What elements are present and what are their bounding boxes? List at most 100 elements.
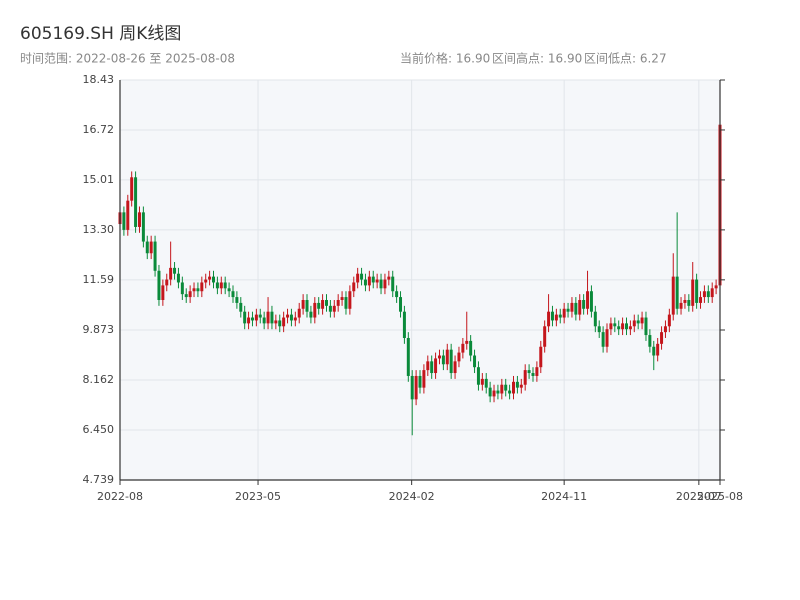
candle-body — [648, 335, 652, 347]
candle-body — [437, 355, 441, 359]
candle-body — [547, 311, 551, 327]
candle-body — [441, 355, 445, 365]
candle-body — [282, 317, 286, 327]
candle-body — [586, 291, 590, 309]
candle-body — [714, 285, 718, 289]
candle-body — [324, 299, 328, 306]
candle-body — [605, 329, 609, 347]
candle-body — [173, 267, 177, 274]
candle-body — [278, 320, 282, 327]
candle-body — [574, 302, 578, 315]
chart-title: 605169.SH 周K线图 — [20, 24, 181, 44]
candle-body — [239, 302, 243, 312]
candle-body — [523, 370, 527, 385]
candle-body — [258, 314, 262, 318]
candle-body — [601, 332, 605, 347]
y-tick-label: 4.739 — [83, 473, 115, 486]
x-tick-label: 2025-08 — [697, 490, 743, 503]
candle-body — [480, 378, 484, 385]
candle-body — [500, 384, 504, 394]
candle-body — [593, 311, 597, 327]
candle-body — [356, 273, 360, 283]
y-tick-label: 18.43 — [83, 73, 115, 86]
candle-body — [508, 390, 512, 394]
candle-body — [332, 305, 336, 312]
candle-body — [180, 282, 184, 295]
candle-body — [250, 317, 254, 321]
candle-body — [215, 282, 219, 289]
candle-body — [691, 279, 695, 306]
candle-body — [395, 291, 399, 298]
y-tick-label: 6.450 — [83, 423, 115, 436]
candle-body — [137, 212, 141, 227]
candle-body — [313, 302, 317, 318]
candle-body — [492, 390, 496, 397]
candle-body — [531, 373, 535, 376]
candle-body — [286, 314, 290, 318]
candle-body — [262, 317, 266, 324]
candle-body — [402, 311, 406, 338]
candle-body — [309, 311, 313, 318]
candle-body — [247, 317, 251, 324]
x-tick-label: 2024-11 — [541, 490, 587, 503]
candle-body — [617, 326, 621, 330]
stat: 区间高点: 16.90 — [492, 51, 582, 66]
candle-body — [496, 390, 500, 394]
candle-body — [289, 314, 293, 321]
candle-body — [336, 299, 340, 306]
candle-body — [621, 323, 625, 330]
candle-body — [624, 323, 628, 330]
candle-body — [660, 332, 664, 344]
candle-body — [430, 361, 434, 374]
candle-body — [473, 355, 477, 368]
y-tick-label: 15.01 — [83, 173, 115, 186]
candle-body — [363, 279, 367, 286]
candle-body — [367, 276, 371, 286]
candle-body — [219, 282, 223, 289]
candle-body — [613, 323, 617, 327]
candle-body — [656, 343, 660, 356]
candle-body — [652, 346, 656, 356]
candle-body — [223, 282, 227, 289]
candle-body — [632, 320, 636, 327]
candle-body — [702, 291, 706, 298]
candle-body — [227, 288, 231, 292]
candle-body — [340, 297, 344, 300]
x-tick-label: 2024-02 — [389, 490, 435, 503]
candle-body — [597, 326, 601, 333]
candle-body — [360, 273, 364, 280]
candle-body — [149, 241, 153, 254]
candle-body — [554, 314, 558, 321]
candle-body — [628, 326, 632, 330]
candle-body — [352, 282, 356, 292]
candle-body — [157, 270, 161, 300]
candle-body — [539, 346, 543, 368]
candle-body — [196, 288, 200, 292]
candle-body — [243, 311, 247, 324]
candle-body — [426, 361, 430, 371]
candle-body — [695, 279, 699, 303]
candle-body — [609, 323, 613, 330]
y-tick-label: 11.59 — [83, 273, 115, 286]
candle-body — [126, 200, 130, 230]
candle-body — [706, 291, 710, 298]
candle-body — [710, 288, 714, 298]
candle-body — [379, 279, 383, 289]
candle-body — [434, 358, 438, 374]
candle-body — [582, 299, 586, 309]
candle-body — [328, 305, 332, 312]
candle-body — [371, 276, 375, 283]
candle-body — [476, 367, 480, 385]
candle-body — [169, 267, 173, 280]
candle-body — [562, 308, 566, 318]
candle-body — [200, 282, 204, 292]
candle-body — [699, 297, 703, 303]
candle-body — [266, 311, 270, 324]
candle-body — [130, 177, 134, 201]
candle-body — [375, 279, 379, 283]
x-tick-label: 2023-05 — [235, 490, 281, 503]
candle-body — [663, 326, 667, 333]
candle-body — [165, 279, 169, 286]
x-tick-label: 2022-08 — [97, 490, 143, 503]
candle-body — [636, 320, 640, 324]
